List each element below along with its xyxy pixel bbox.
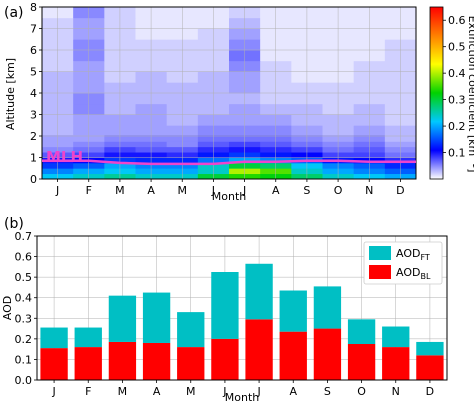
heatmap-x-tick-label: J: [55, 184, 59, 197]
bar-y-tick-label: 0.2: [15, 333, 33, 346]
heatmap-y-label: Altitude [km]: [4, 58, 17, 130]
mlh-label: MLH: [46, 148, 83, 166]
heatmap-x-tick-label: A: [147, 184, 155, 197]
bar-ft: [279, 290, 307, 332]
colorbar: [429, 6, 444, 180]
panel-b-label: (b): [4, 216, 24, 232]
bar-y-label: AOD: [1, 296, 14, 320]
heatmap-y-tick-label: 2: [30, 130, 37, 143]
bar-bl: [347, 344, 376, 380]
bar-bl: [108, 341, 137, 380]
bar-ft: [74, 327, 102, 348]
legend-swatch-bl: [369, 265, 391, 279]
bar-bl: [416, 355, 444, 380]
bar-x-tick-label: A: [153, 385, 161, 398]
heatmap-y-ticks: 0 1 2 3 4 5 6 7 8: [30, 1, 42, 186]
bar-bl: [177, 347, 205, 380]
bar-bl: [313, 328, 342, 380]
bar-ft: [177, 312, 205, 348]
bar-bl: [142, 342, 171, 380]
heatmap-x-tick-label: M: [115, 184, 125, 197]
bar-x-tick-label: J: [51, 385, 55, 398]
heatmap-x-tick-label: J: [242, 184, 246, 197]
heatmap-y-tick-label: 0: [30, 173, 37, 186]
legend-swatch-ft: [369, 246, 391, 260]
bar-ft: [108, 295, 137, 342]
bar-bl: [74, 347, 102, 380]
bar-ft: [313, 286, 342, 329]
bar-x-label: Month: [225, 391, 260, 404]
colorbar-tick-label: 0.2: [448, 120, 466, 133]
bar-ft: [211, 272, 239, 339]
bar-x-tick-label: M: [118, 385, 128, 398]
heatmap-x-tick-label: F: [86, 184, 92, 197]
heatmap-y-tick-label: 3: [30, 109, 37, 122]
heatmap-x-tick-label: A: [272, 184, 280, 197]
bar-x-tick-label: F: [85, 385, 91, 398]
bar-x-tick-label: N: [392, 385, 400, 398]
mlh-line: [42, 159, 416, 166]
panel-b-bar-chart: (b) 0.0 0.1 0.2 0.3 0.4 0.5 0.6 0.7 J F M A M J J A S O N…: [1, 216, 448, 404]
bar-y-tick-label: 0.4: [15, 292, 33, 305]
heatmap-x-tick-label: J: [211, 184, 215, 197]
bar-x-tick-label: M: [186, 385, 196, 398]
heatmap-x-tick-label: S: [303, 184, 310, 197]
colorbar-tick-label: 0.1: [448, 147, 466, 160]
bar-ft: [347, 319, 376, 344]
heatmap-x-tick-label: O: [334, 184, 343, 197]
bar-x-tick-label: J: [256, 385, 260, 398]
bar-bl: [279, 331, 307, 380]
heatmap-y-tick-label: 7: [30, 23, 37, 36]
bar-y-tick-label: 0.3: [15, 312, 33, 325]
bar-ft: [40, 327, 68, 349]
bar-x-tick-label: D: [426, 385, 434, 398]
colorbar-label: Extinction coefficient [km−1]: [466, 16, 474, 173]
bars: [40, 263, 444, 380]
bar-y-tick-label: 0.1: [15, 353, 33, 366]
bar-y-ticks: 0.0 0.1 0.2 0.3 0.4 0.5 0.6 0.7: [15, 230, 37, 387]
bar-bl: [245, 319, 273, 380]
bar-y-tick-label: 0.0: [15, 374, 33, 387]
bar-legend: AODFT AODBL: [363, 241, 443, 285]
heatmap-y-tick-label: 6: [30, 44, 37, 57]
legend-label-ft: AODFT: [396, 247, 430, 262]
heatmap-x-tick-label: N: [365, 184, 373, 197]
bar-y-tick-label: 0.5: [15, 271, 33, 284]
bar-ft: [416, 341, 444, 356]
heatmap-x-tick-label: M: [178, 184, 188, 197]
bar-y-tick-label: 0.7: [15, 230, 33, 243]
heatmap-y-tick-label: 5: [30, 66, 37, 79]
panel-a-label: (a): [4, 5, 24, 21]
legend-label-bl: AODBL: [396, 266, 431, 281]
heatmap-x-tick-label: D: [396, 184, 404, 197]
bar-x-tick-label: S: [324, 385, 331, 398]
panel-a-heatmap: (a) MLH 0 1 2 3 4 5 6 7 8 J F M A M J J A S O N D Month Alt…: [4, 1, 474, 203]
colorbar-tick-label: 0.3: [448, 94, 466, 107]
bar-ft: [382, 326, 410, 348]
bar-y-tick-label: 0.6: [15, 251, 33, 264]
bar-ft: [245, 263, 273, 320]
heatmap-x-label: Month: [212, 190, 247, 203]
bar-x-tick-label: J: [222, 385, 226, 398]
colorbar-tick-label: 0.5: [448, 41, 466, 54]
colorbar-tick-label: 0.6: [448, 14, 466, 27]
heatmap-y-tick-label: 8: [30, 1, 37, 14]
bar-bl: [40, 348, 68, 380]
bar-x-tick-label: A: [289, 385, 297, 398]
bar-frame: [36, 235, 448, 381]
bar-bl: [382, 347, 410, 380]
heatmap-y-tick-label: 4: [30, 87, 37, 100]
bar-x-tick-label: O: [357, 385, 366, 398]
colorbar-ticks: 0.1 0.2 0.3 0.4 0.5 0.6: [443, 14, 466, 160]
colorbar-tick-label: 0.4: [448, 67, 466, 80]
bar-bl: [211, 338, 239, 380]
bar-ft: [142, 292, 171, 343]
heatmap-y-tick-label: 1: [30, 152, 37, 165]
